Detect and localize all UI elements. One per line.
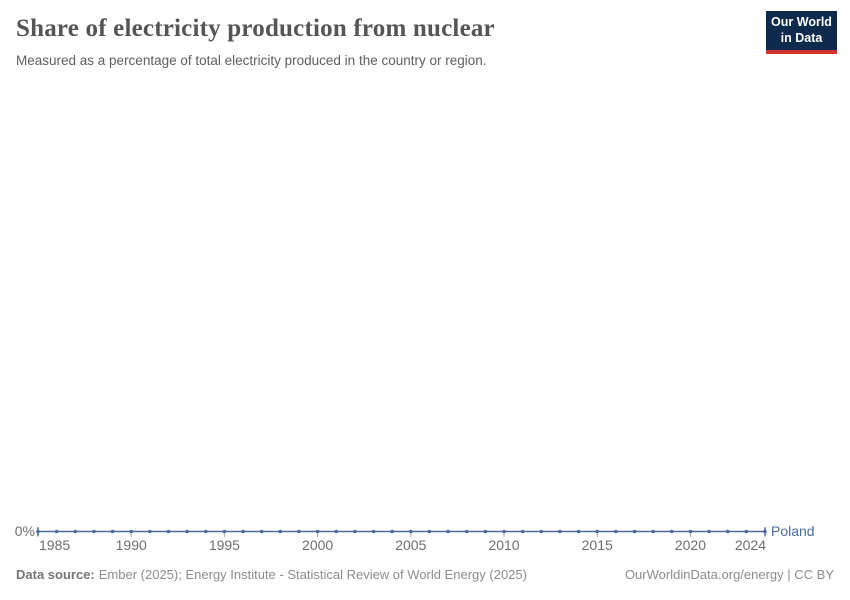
data-point[interactable]: [54, 529, 59, 534]
data-point[interactable]: [409, 529, 413, 534]
x-axis-tick-label: 2010: [488, 537, 519, 553]
data-point[interactable]: [651, 529, 655, 534]
data-source-note: Data source: Ember (2025); Energy Institu…: [16, 567, 527, 582]
chart-canvas[interactable]: 1985 1990 1995 2000 2005 2010 2015 2020 2024 0% Po…: [0, 505, 850, 563]
data-point[interactable]: [185, 529, 189, 534]
data-point[interactable]: [446, 529, 450, 534]
data-point[interactable]: [539, 529, 544, 534]
chart-header: Share of electricity production from nuc…: [16, 15, 750, 69]
data-point[interactable]: [110, 529, 115, 534]
data-point[interactable]: [222, 529, 227, 534]
data-point[interactable]: [315, 529, 320, 534]
data-point[interactable]: [241, 529, 245, 534]
data-point[interactable]: [483, 529, 488, 534]
chart-subtitle: Measured as a percentage of total electr…: [16, 52, 487, 68]
owid-logo-line1: Our World: [771, 14, 832, 29]
data-point[interactable]: [148, 529, 152, 534]
data-point[interactable]: [92, 529, 96, 534]
x-axis-tick-label: 2024: [735, 537, 766, 553]
data-point[interactable]: [278, 529, 283, 534]
data-point[interactable]: [558, 529, 562, 534]
data-point[interactable]: [502, 529, 506, 534]
data-point[interactable]: [669, 529, 674, 534]
x-axis-tick-label: 1995: [209, 537, 240, 553]
data-point[interactable]: [203, 529, 208, 534]
x-axis-tick-label: 2005: [395, 537, 426, 553]
x-axis-tick-label: 2015: [582, 537, 613, 553]
data-point[interactable]: [334, 529, 339, 534]
data-source-text: Ember (2025); Energy Institute - Statist…: [98, 567, 527, 582]
x-axis-tick-label: 2000: [302, 537, 333, 553]
data-point[interactable]: [744, 529, 749, 534]
data-point[interactable]: [688, 529, 693, 534]
data-source-label: Data source:: [16, 567, 95, 582]
data-point[interactable]: [427, 529, 432, 534]
line-chart-area[interactable]: 1985 1990 1995 2000 2005 2010 2015 2020 2024 0% Po…: [0, 505, 850, 563]
x-axis-tick-label: 2020: [675, 537, 706, 553]
x-axis-tick-label: 1990: [116, 537, 147, 553]
data-point[interactable]: [464, 529, 469, 534]
data-point[interactable]: [725, 529, 730, 534]
owid-attribution-link[interactable]: OurWorldinData.org/energy | CC BY: [624, 567, 834, 582]
chart-footer: Data source: Ember (2025); Energy Institu…: [16, 567, 834, 582]
entity-label[interactable]: Poland: [771, 523, 815, 539]
data-point[interactable]: [614, 529, 618, 534]
data-point[interactable]: [129, 529, 134, 534]
data-point[interactable]: [390, 529, 394, 534]
owid-logo-line2: in Data: [780, 30, 823, 45]
data-point[interactable]: [707, 529, 711, 534]
data-point[interactable]: [73, 529, 78, 534]
data-point[interactable]: [36, 529, 40, 534]
data-point[interactable]: [371, 529, 376, 534]
data-point[interactable]: [353, 529, 357, 534]
owid-logo[interactable]: Our World in Data: [766, 11, 837, 54]
data-point[interactable]: [763, 529, 767, 534]
data-point[interactable]: [259, 529, 264, 534]
data-point[interactable]: [632, 529, 637, 534]
data-point[interactable]: [520, 529, 525, 534]
data-point[interactable]: [595, 529, 600, 534]
data-point[interactable]: [576, 529, 581, 534]
x-axis-tick-label: 1985: [39, 537, 70, 553]
page-title: Share of electricity production from nuc…: [16, 15, 495, 42]
y-axis-label: 0%: [15, 523, 35, 539]
data-point[interactable]: [297, 529, 301, 534]
data-point[interactable]: [166, 529, 171, 534]
